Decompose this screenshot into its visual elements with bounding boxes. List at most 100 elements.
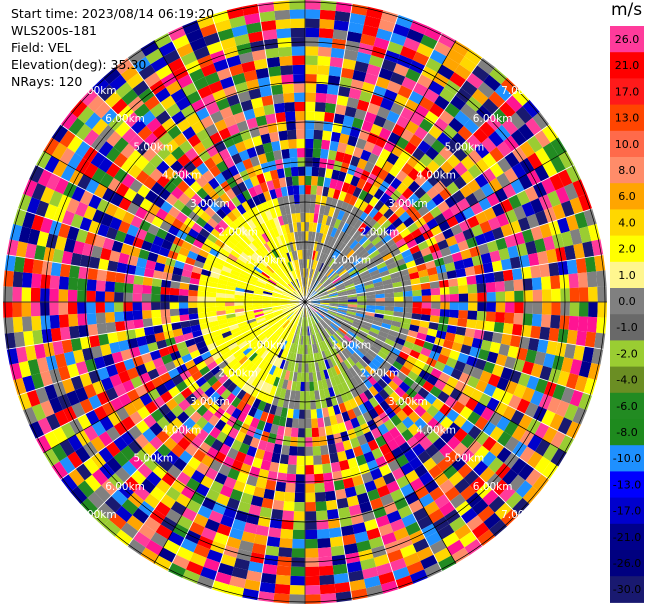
velocity-cell — [483, 512, 501, 530]
velocity-cell — [337, 329, 346, 337]
velocity-cell — [419, 437, 433, 451]
velocity-cell — [346, 97, 360, 109]
velocity-cell — [309, 291, 317, 299]
velocity-cell — [298, 335, 302, 345]
velocity-cell — [346, 31, 362, 43]
velocity-cell — [337, 220, 346, 231]
velocity-cell — [521, 201, 536, 217]
velocity-cell — [475, 211, 488, 225]
velocity-cell — [305, 474, 315, 484]
velocity-cell — [394, 296, 404, 302]
velocity-cell — [420, 347, 432, 358]
velocity-cell — [489, 426, 504, 442]
velocity-cell — [305, 317, 308, 327]
velocity-cell — [433, 117, 449, 132]
velocity-cell — [324, 280, 333, 288]
velocity-cell — [496, 157, 512, 173]
velocity-cell — [305, 194, 311, 204]
velocity-cell — [522, 99, 540, 118]
velocity-cell — [313, 270, 319, 280]
velocity-cell — [523, 290, 533, 302]
velocity-cell — [373, 404, 385, 416]
velocity-cell — [373, 37, 390, 50]
velocity-cell — [305, 335, 308, 345]
velocity-cell — [381, 359, 393, 370]
velocity-cell — [357, 295, 367, 300]
velocity-cell — [332, 261, 340, 270]
velocity-cell — [429, 206, 442, 219]
velocity-cell — [324, 315, 334, 322]
velocity-cell — [294, 344, 299, 354]
velocity-cell — [388, 329, 399, 338]
velocity-cell — [416, 74, 433, 89]
velocity-cell — [477, 243, 490, 255]
velocity-cell — [464, 266, 476, 277]
velocity-cell — [300, 381, 305, 392]
velocity-cell — [421, 295, 432, 302]
velocity-cell — [526, 451, 543, 469]
velocity-cell — [321, 330, 329, 340]
velocity-cell — [486, 240, 499, 253]
velocity-cell — [346, 249, 355, 259]
velocity-cell — [586, 316, 598, 333]
velocity-cell — [343, 400, 353, 412]
velocity-cell — [383, 501, 398, 515]
velocity-cell — [442, 339, 454, 350]
velocity-cell — [333, 572, 350, 584]
velocity-cell — [391, 320, 402, 328]
velocity-cell — [586, 271, 598, 288]
velocity-cell — [513, 205, 527, 221]
velocity-cell — [505, 491, 523, 509]
velocity-cell — [453, 161, 468, 176]
velocity-cell — [524, 402, 539, 419]
velocity-cell — [386, 480, 401, 494]
velocity-cell — [588, 302, 598, 318]
velocity-cell — [381, 219, 392, 230]
velocity-cell — [333, 365, 342, 376]
velocity-cell — [320, 233, 327, 244]
velocity-cell — [359, 269, 370, 277]
velocity-cell — [538, 393, 553, 410]
velocity-cell — [320, 360, 327, 371]
velocity-cell — [368, 407, 379, 420]
velocity-cell — [388, 426, 401, 439]
velocity-cell — [292, 409, 300, 419]
velocity-cell — [405, 521, 422, 536]
velocity-cell — [403, 360, 415, 371]
velocity-cell — [332, 276, 342, 284]
colorbar-label: 21.0 — [615, 59, 640, 72]
velocity-cell — [403, 216, 415, 228]
velocity-cell — [332, 385, 341, 396]
velocity-cell — [364, 72, 379, 86]
velocity-cell — [333, 218, 342, 229]
velocity-cell — [519, 157, 535, 175]
velocity-cell — [550, 448, 567, 467]
velocity-cell — [360, 442, 372, 455]
velocity-cell — [320, 299, 330, 302]
velocity-cell — [508, 394, 522, 410]
field-name: Field: VEL — [11, 40, 72, 55]
velocity-cell — [498, 485, 516, 503]
velocity-cell — [395, 14, 414, 29]
velocity-cell — [496, 213, 510, 227]
velocity-cell — [341, 212, 350, 223]
velocity-cell — [417, 140, 431, 154]
velocity-cell — [400, 483, 415, 497]
velocity-cell — [453, 176, 467, 190]
velocity-cell — [366, 298, 376, 302]
velocity-cell — [305, 286, 307, 296]
velocity-cell — [453, 428, 468, 443]
velocity-cell — [296, 455, 305, 466]
velocity-cell — [479, 370, 492, 384]
velocity-cell — [313, 260, 319, 270]
velocity-cell — [389, 271, 401, 279]
velocity-cell — [316, 408, 324, 419]
velocity-cell — [312, 280, 319, 290]
velocity-cell — [433, 41, 452, 57]
velocity-cell — [526, 213, 540, 229]
colorbar-label: 17.0 — [615, 85, 640, 98]
velocity-cell — [511, 267, 523, 281]
velocity-cell — [358, 189, 369, 201]
velocity-cell — [323, 416, 332, 427]
velocity-cell — [316, 83, 328, 94]
